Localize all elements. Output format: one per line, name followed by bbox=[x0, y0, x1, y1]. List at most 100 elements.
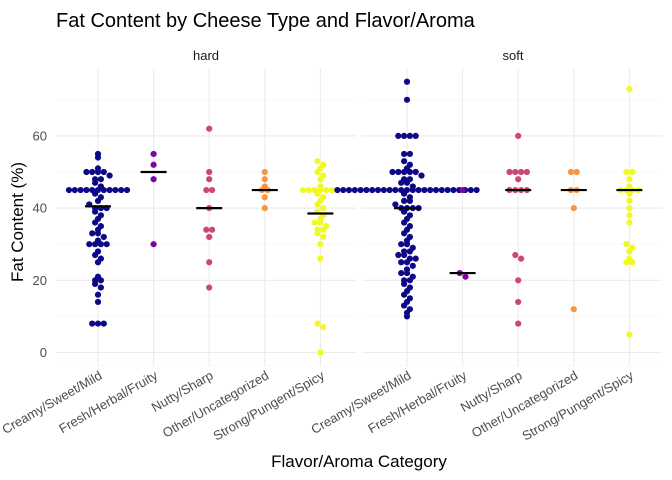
data-point bbox=[94, 291, 102, 298]
data-point bbox=[299, 186, 307, 194]
data-point bbox=[118, 186, 125, 194]
data-point bbox=[401, 230, 408, 237]
data-point bbox=[401, 280, 408, 288]
data-point bbox=[317, 241, 324, 248]
data-point bbox=[150, 241, 157, 248]
data-point bbox=[317, 219, 324, 226]
data-point bbox=[473, 186, 480, 194]
data-point bbox=[626, 219, 633, 226]
data-point bbox=[97, 277, 104, 284]
data-point bbox=[94, 168, 102, 176]
data-point bbox=[626, 331, 633, 338]
y-tick-label: 40 bbox=[33, 201, 47, 216]
x-tick-label: Fresh/Herbal/Fruity bbox=[365, 367, 469, 436]
data-point bbox=[427, 186, 434, 194]
data-point bbox=[94, 320, 102, 327]
data-point bbox=[401, 219, 408, 226]
y-tick-label: 20 bbox=[33, 273, 47, 288]
data-point bbox=[100, 233, 107, 241]
data-point bbox=[94, 197, 102, 204]
data-point bbox=[403, 313, 411, 320]
data-point bbox=[112, 186, 119, 194]
data-point bbox=[328, 186, 336, 194]
data-point bbox=[409, 186, 416, 194]
data-point bbox=[459, 186, 466, 194]
data-point bbox=[320, 205, 327, 212]
data-point bbox=[92, 241, 99, 248]
data-point bbox=[314, 190, 321, 197]
data-point bbox=[123, 186, 131, 194]
series-hard-fresh-herbal-fruity bbox=[140, 150, 167, 248]
data-point bbox=[403, 269, 411, 277]
data-point bbox=[406, 248, 413, 255]
data-point bbox=[444, 186, 451, 194]
data-point bbox=[412, 168, 419, 176]
data-point bbox=[398, 259, 405, 266]
data-point bbox=[106, 172, 113, 179]
data-point bbox=[92, 251, 99, 259]
facet-label-hard: hard bbox=[193, 48, 219, 63]
data-point bbox=[203, 226, 210, 233]
data-point bbox=[351, 186, 358, 194]
data-point bbox=[206, 125, 213, 132]
data-point bbox=[314, 168, 321, 176]
data-point bbox=[392, 186, 399, 194]
data-point bbox=[406, 168, 413, 176]
data-point bbox=[401, 251, 408, 259]
series-soft-creamy-sweet-mild bbox=[334, 78, 480, 320]
data-point bbox=[92, 219, 99, 226]
series-soft-strong-pungent-spicy bbox=[616, 85, 643, 338]
data-point bbox=[570, 306, 577, 313]
data-point bbox=[386, 186, 393, 194]
y-tick-label: 60 bbox=[33, 128, 47, 143]
chart-title: Fat Content by Cheese Type and Flavor/Ar… bbox=[56, 10, 476, 32]
data-point bbox=[103, 241, 110, 248]
facet-panel-hard: hard Creamy/Sweet/MildFresh/Herbal/Fruit… bbox=[0, 48, 356, 443]
data-point bbox=[320, 324, 327, 331]
y-tick-label: 0 bbox=[40, 345, 47, 360]
data-point bbox=[261, 205, 268, 212]
data-point bbox=[92, 179, 99, 186]
series-hard-other-uncategorized bbox=[251, 168, 278, 212]
data-point bbox=[403, 259, 411, 266]
data-point bbox=[345, 186, 353, 194]
data-point bbox=[209, 226, 216, 233]
data-point bbox=[403, 78, 411, 85]
data-point bbox=[401, 302, 408, 309]
x-tick-label: Creamy/Sweet/Mild bbox=[0, 368, 104, 437]
data-point bbox=[94, 230, 102, 237]
data-point bbox=[626, 176, 633, 183]
data-point bbox=[406, 150, 413, 158]
data-point bbox=[89, 230, 96, 237]
data-point bbox=[314, 230, 321, 237]
data-point bbox=[206, 168, 213, 176]
data-point bbox=[150, 176, 157, 183]
data-point bbox=[374, 186, 382, 194]
data-point bbox=[94, 259, 102, 266]
data-point bbox=[412, 132, 419, 139]
data-point bbox=[462, 273, 469, 280]
data-point bbox=[515, 277, 522, 284]
data-point bbox=[314, 201, 321, 208]
y-axis-title: Fat Content (%) bbox=[8, 162, 27, 282]
data-point bbox=[418, 172, 425, 179]
series-soft-other-uncategorized bbox=[560, 168, 587, 313]
data-point bbox=[626, 85, 633, 93]
data-point bbox=[515, 320, 522, 327]
data-point bbox=[203, 186, 210, 194]
data-point bbox=[403, 96, 411, 103]
data-point bbox=[398, 179, 405, 186]
data-point bbox=[206, 233, 213, 241]
data-point bbox=[389, 168, 396, 176]
data-point bbox=[317, 176, 324, 183]
data-point bbox=[317, 255, 324, 262]
data-point bbox=[323, 186, 330, 194]
data-point bbox=[209, 186, 216, 194]
data-point bbox=[415, 186, 422, 194]
data-point bbox=[401, 132, 408, 139]
data-point bbox=[334, 186, 341, 194]
data-point bbox=[570, 205, 577, 212]
data-point bbox=[409, 262, 416, 269]
data-point bbox=[314, 320, 321, 327]
data-point bbox=[97, 284, 104, 291]
